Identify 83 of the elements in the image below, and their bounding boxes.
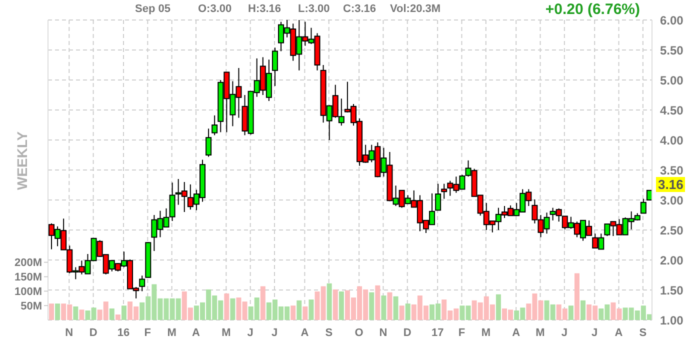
x-tick-label: J [561,326,568,339]
x-tick-label: M [536,326,545,339]
y2-tick-label: 150M [14,272,42,284]
y2-tick-label: 50M [20,300,42,312]
bar [224,293,230,320]
x-tick-label: O [354,326,364,339]
bar [296,300,302,320]
candlestick [646,190,652,200]
x-tick-label: J [247,326,254,339]
y-tick-label: 5.00 [660,73,684,88]
candlestick [441,183,448,200]
y-tick-label: 1.00 [660,313,684,328]
text: L:3.00 [298,3,330,15]
y-tick-label: 3.50 [660,163,684,178]
text: H:3.16 [248,3,282,15]
candlestick [212,114,218,136]
bar [79,310,84,320]
y-tick-label: 1.50 [660,283,684,298]
bar [568,306,574,320]
bar [230,298,236,320]
y2-tick-label: 200M [14,257,42,270]
bar [109,308,114,320]
x-tick-label: F [458,326,466,339]
text: O:3.00 [198,3,232,15]
bar [580,300,586,320]
x-tick-label: S [639,326,647,339]
x-tick-label: 17 [431,326,444,339]
text: WEEKLY [14,131,30,190]
bar [121,306,126,320]
x-tick-label: N [379,326,388,339]
x-tick-label: A [512,326,520,339]
bar [399,306,404,320]
text: +0.20 (6.76%) [545,1,640,18]
candlestick [435,183,442,211]
bar [326,283,332,320]
x-tick-label: J [271,326,278,339]
bar [375,285,380,320]
bar [387,292,392,320]
x-tick-label: S [325,326,333,339]
y-tick-label: 3.00 [660,193,684,208]
x-tick-label: A [614,326,623,339]
bar [290,306,296,320]
bar [260,286,266,320]
x-tick-label: M [481,326,490,339]
y-tick-label: 4.00 [660,133,684,148]
x-tick-label: D [89,326,98,339]
text: 3.16 [656,177,686,192]
text: C:3.16 [343,3,376,15]
x-tick-label: M [167,326,176,339]
y-tick-label: 2.00 [660,253,684,268]
candlestick [272,47,278,86]
bar [55,304,60,320]
y-tick-label: 6.00 [660,13,684,28]
bar [49,304,54,320]
y2-tick-label: 100M [14,286,42,298]
bar [405,304,410,320]
bar [574,273,580,320]
bar [338,291,344,320]
bar [73,306,78,320]
y-tick-label: 5.50 [660,43,684,58]
candlestick [139,275,146,292]
bar [308,300,314,320]
bar [369,292,374,320]
bar [496,294,501,320]
x-tick-label: J [592,326,598,339]
y-tick-label: 2.50 [660,223,684,238]
bar [302,306,308,320]
x-tick-label: F [144,326,152,339]
x-tick-label: M [222,326,231,339]
candlestick [206,128,212,158]
text: Sep 05 [135,3,170,15]
bar [393,296,398,320]
bar [381,295,386,320]
x-tick-label: A [300,326,309,339]
bar [332,289,338,320]
candlestick [640,198,646,214]
x-tick-label: 16 [117,326,130,339]
x-tick-label: A [192,326,200,339]
text: Vol:20.3M [390,3,441,15]
bar [115,314,120,320]
x-tick-label: N [65,326,74,339]
y-tick-label: 4.50 [660,103,684,118]
x-tick-label: D [403,326,412,339]
